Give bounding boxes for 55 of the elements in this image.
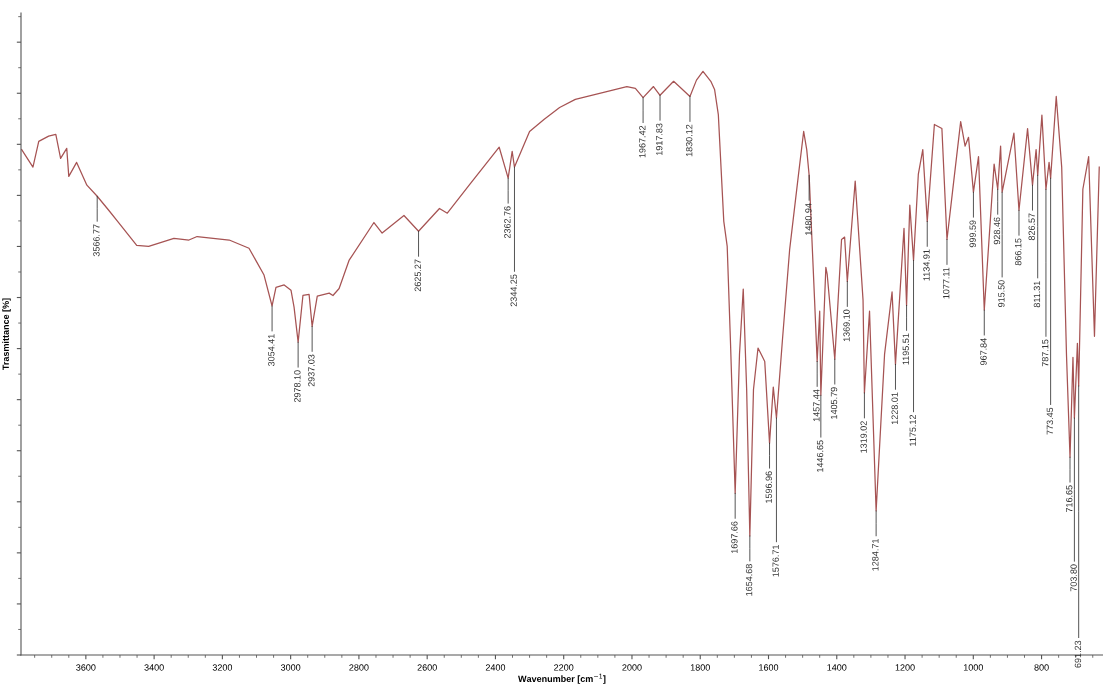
x-tick-label: 3000 <box>280 664 301 671</box>
annotation: 866.15 <box>1015 238 1022 266</box>
annotation: 1319.02 <box>860 421 867 453</box>
annotation: 3566.77 <box>93 224 100 257</box>
annotation: 1134.91 <box>923 249 930 281</box>
annotation: 3054.41 <box>268 334 275 367</box>
annotation: 2937.03 <box>308 354 315 387</box>
annotation: 703.80 <box>1070 564 1077 592</box>
annotation: 1697.66 <box>731 521 738 554</box>
annotation: 1446.65 <box>816 440 824 472</box>
annotation: 1077.11 <box>943 267 950 299</box>
x-tick-label: 2000 <box>622 664 642 671</box>
x-tick-label: 800 <box>1034 664 1049 671</box>
annotation: 1284.71 <box>872 539 879 571</box>
x-tick-label: 3200 <box>212 664 233 671</box>
annotation: 1175.12 <box>909 415 916 446</box>
annotation: 716.65 <box>1066 485 1073 513</box>
annotation: 826.57 <box>1028 213 1035 241</box>
x-tick-label: 2200 <box>554 664 574 671</box>
annotation: 967.84 <box>980 338 987 366</box>
annotation: 691.23 <box>1074 640 1082 668</box>
annotation: 999.59 <box>969 220 976 248</box>
annotation: 1917.83 <box>656 123 663 156</box>
annotation: 1405.79 <box>830 387 838 419</box>
x-axis-title: Wavenumber [cm$^{−1}$] <box>518 673 606 684</box>
x-tick-label: 2800 <box>349 664 369 671</box>
annotation: 1596.96 <box>765 471 772 503</box>
x-tick-label: 1000 <box>963 664 983 671</box>
annotation: 811.31 <box>1033 281 1041 308</box>
y-axis-title: Trasmittance [%] <box>2 298 11 371</box>
x-tick-label: 3400 <box>144 664 164 671</box>
x-tick-label: 1200 <box>895 664 915 671</box>
annotation: 2625.27 <box>414 259 421 292</box>
x-tick-label: 1600 <box>759 664 779 671</box>
annotation: 1480.94 <box>805 203 812 235</box>
x-tick-label: 1400 <box>827 664 847 671</box>
annotation: 1654.68 <box>745 564 753 596</box>
annotation: 915.50 <box>998 280 1005 307</box>
annotation: 1195.51 <box>902 333 909 365</box>
annotation: 928.46 <box>993 217 1001 245</box>
annotation: 2978.10 <box>294 370 301 403</box>
annotation: 1228.01 <box>891 392 898 425</box>
x-tick-label: 1800 <box>690 664 710 671</box>
x-tick-label: 2600 <box>417 664 437 671</box>
annotation: 1369.10 <box>843 309 850 342</box>
annotation: 1967.42 <box>639 125 646 158</box>
annotation: 2344.25 <box>510 274 517 307</box>
annotation: 1576.71 <box>772 545 779 577</box>
annotation: 2362.76 <box>504 206 511 239</box>
x-tick-label: 3600 <box>76 664 96 671</box>
annotation: 1830.12 <box>685 124 693 157</box>
x-tick-label: 2400 <box>485 664 506 671</box>
annotation: 1457.44 <box>813 389 820 422</box>
annotation: 787.15 <box>1041 339 1049 367</box>
annotation: 773.45 <box>1046 407 1054 435</box>
